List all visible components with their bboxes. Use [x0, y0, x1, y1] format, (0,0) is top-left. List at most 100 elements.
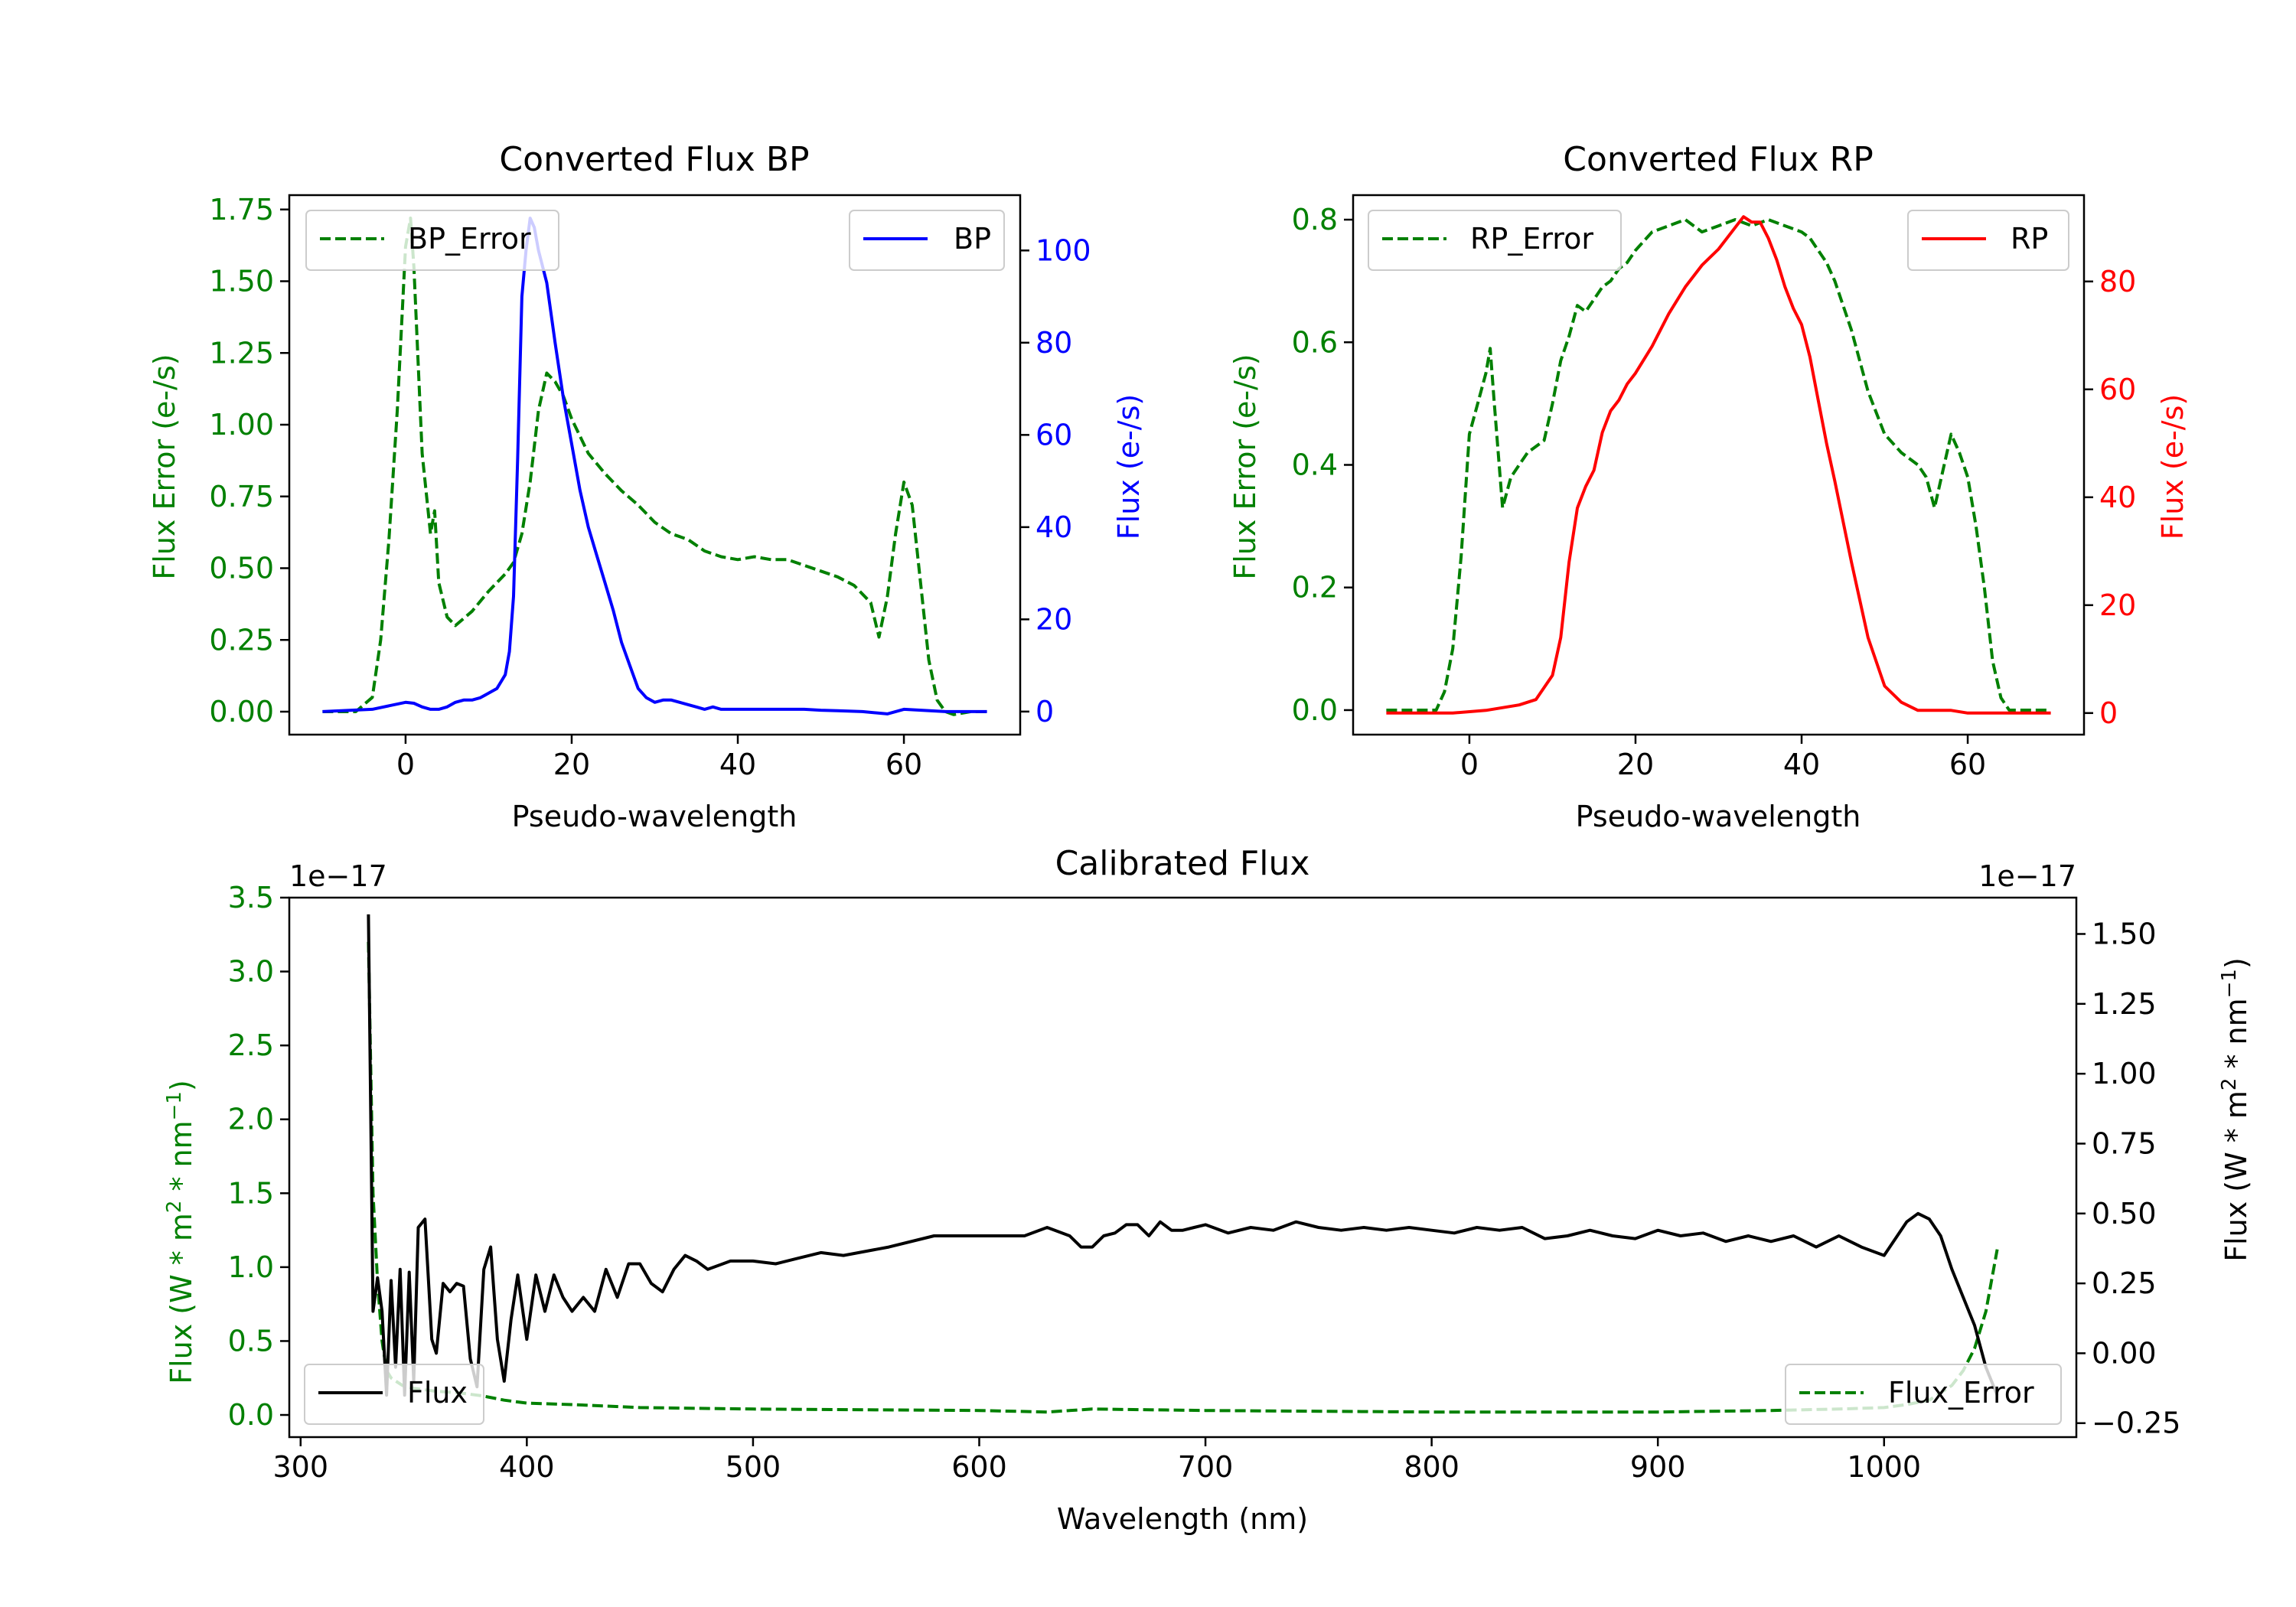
calibrated-ytick-left-label: 3.5: [228, 881, 274, 914]
calibrated-ytick-left-label: 1.0: [228, 1250, 274, 1284]
bp-ytick-left-label: 0.75: [209, 480, 274, 513]
rp-ytick-right-label: 80: [2099, 265, 2136, 298]
bp-ytick-right-label: 0: [1035, 695, 1054, 729]
bp-legend-error: BP_Error: [305, 210, 559, 271]
panel-converted-flux-bp: Converted Flux BP Pseudo-wavelength Flux…: [148, 140, 1146, 833]
calibrated-xtick-label: 800: [1404, 1450, 1459, 1484]
bp-ytick-left-label: 0.00: [209, 695, 274, 729]
calibrated-ytick-left-label: 2.5: [228, 1028, 274, 1062]
rp-ytick-right-label: 40: [2099, 481, 2136, 514]
calibrated-ytick-right-label: 0.75: [2092, 1126, 2157, 1160]
bp-ytick-left-label: 0.50: [209, 552, 274, 585]
bp-ytick-left-label: 1.25: [209, 336, 274, 370]
bp-series-bp: [322, 217, 987, 715]
cal-ylabel-left-c: ): [165, 1080, 198, 1091]
cal-legend-error-box: [1785, 1364, 2062, 1425]
cal-legend-flux-box: [304, 1364, 484, 1425]
rp-legend-flux-label: RP: [2011, 222, 2048, 256]
bp-legend-flux: BP: [849, 210, 1005, 271]
bp-legend-flux-label: BP: [954, 222, 991, 256]
cal-ylabel-right-sup1: 2: [2218, 1078, 2241, 1091]
calibrated-ytick-right-label: 0.50: [2092, 1197, 2157, 1231]
cal-legend-error: Flux_Error: [1785, 1364, 2062, 1425]
bp-xlabel: Pseudo-wavelength: [512, 800, 797, 833]
rp-legend-flux: RP: [1907, 210, 2069, 271]
rp-ytick-left-label: 0.6: [1292, 325, 1338, 359]
cal-ylabel-right-b: * nm: [2219, 998, 2253, 1077]
rp-series-rp: [1386, 215, 2051, 715]
calibrated-xtick-label: 300: [273, 1450, 329, 1484]
cal-ylabel-right-a: Flux (W * m: [2219, 1090, 2253, 1262]
rp-xtick-label: 60: [1949, 748, 1986, 781]
rp-axes: 0 20 40 60 0.0 0.2 0.4 0.6 0.8 0 20 40 60 80: [1292, 203, 2137, 781]
cal-ylabel-left-sup1: 2: [163, 1201, 186, 1214]
bp-ytick-right-label: 100: [1035, 233, 1091, 267]
bp-ytick-left-label: 0.25: [209, 623, 274, 657]
bp-ytick-left-label: 1.00: [209, 408, 274, 442]
calibrated-series-group: [367, 914, 1999, 1414]
bp-legend-error-label: BP_Error: [408, 222, 531, 256]
panel-calibrated-flux: Calibrated Flux Wavelength (nm) 1e−17 1e…: [163, 844, 2253, 1536]
bp-ytick-right-label: 80: [1035, 326, 1072, 360]
calibrated-series-flux: [367, 914, 1999, 1397]
rp-ytick-left-label: 0.8: [1292, 203, 1338, 236]
bp-ytick-right-label: 40: [1035, 510, 1072, 544]
bp-ytick-left-label: 1.75: [209, 193, 274, 227]
calibrated-xtick-label: 1000: [1847, 1450, 1921, 1484]
bp-ytick-right-label: 20: [1035, 602, 1072, 636]
bp-xtick-label: 60: [885, 748, 922, 781]
calibrated-ytick-right-label: 1.00: [2092, 1057, 2157, 1090]
cal-axes-frame: [288, 896, 2078, 1439]
calibrated-ytick-right-label: 1.50: [2092, 917, 2157, 950]
calibrated-ytick-right-label: −0.25: [2092, 1407, 2180, 1440]
rp-xlabel: Pseudo-wavelength: [1576, 800, 1861, 833]
rp-legend-error-box: [1368, 210, 1622, 271]
rp-title: Converted Flux RP: [1563, 140, 1874, 179]
rp-legend-error-label: RP_Error: [1470, 222, 1593, 256]
cal-ylabel-right: Flux (W * m2 * nm−1): [2218, 957, 2253, 1262]
calibrated-ytick-left-label: 0.0: [228, 1398, 274, 1432]
cal-xlabel: Wavelength (nm): [1057, 1502, 1308, 1536]
calibrated-ytick-right-label: 0.25: [2092, 1266, 2157, 1300]
rp-legend-flux-box: [1907, 210, 2069, 271]
calibrated-ytick-left-label: 1.5: [228, 1176, 274, 1210]
rp-axes-frame: [1352, 194, 2086, 736]
calibrated-ytick-right-label: 1.25: [2092, 987, 2157, 1021]
bp-plot-area: [322, 217, 987, 716]
rp-xtick-label: 20: [1617, 748, 1654, 781]
rp-series-rp-error: [1386, 218, 2051, 712]
rp-ytick-right-label: 20: [2099, 588, 2136, 622]
rp-ytick-right-label: 60: [2099, 373, 2136, 406]
cal-ylabel-left-sup2: −1: [163, 1091, 186, 1120]
calibrated-ytick-left-label: 2.0: [228, 1103, 274, 1136]
cal-ylabel-right-c: ): [2219, 957, 2253, 969]
rp-ylabel-left: Flux Error (e-/s): [1228, 354, 1262, 579]
bp-axes-frame: [288, 194, 1022, 736]
rp-legend-error: RP_Error: [1368, 210, 1622, 271]
cal-title: Calibrated Flux: [1055, 844, 1310, 883]
bp-xtick-label: 40: [719, 748, 756, 781]
calibrated-xtick-label: 600: [951, 1450, 1007, 1484]
rp-xtick-label: 0: [1460, 748, 1479, 781]
calibrated-xtick-label: 700: [1178, 1450, 1234, 1484]
bp-ylabel-right: Flux (e-/s): [1112, 394, 1146, 539]
rp-ytick-left-label: 0.2: [1292, 571, 1338, 605]
rp-ytick-left-label: 0.0: [1292, 693, 1338, 727]
rp-series-group: [1386, 215, 2051, 715]
calibrated-xtick-label: 900: [1630, 1450, 1686, 1484]
cal-ylabel-right-sup2: −1: [2218, 969, 2241, 998]
calibrated-xtick-label: 500: [726, 1450, 781, 1484]
cal-ylabel-left: Flux (W * m2 * nm−1): [163, 1080, 198, 1384]
bp-xtick-label: 20: [553, 748, 590, 781]
cal-offset-right: 1e−17: [1978, 859, 2076, 893]
cal-legend-error-label: Flux_Error: [1888, 1376, 2034, 1410]
bp-ytick-right-label: 60: [1035, 418, 1072, 451]
bp-series-group: [322, 217, 987, 716]
cal-offset-left: 1e−17: [289, 859, 387, 893]
rp-ytick-left-label: 0.4: [1292, 448, 1338, 482]
bp-legend-error-box: [305, 210, 559, 271]
calibrated-series-flux-error: [367, 941, 1999, 1414]
calibrated-xtick-label: 400: [499, 1450, 555, 1484]
bp-ytick-left-label: 1.50: [209, 265, 274, 298]
